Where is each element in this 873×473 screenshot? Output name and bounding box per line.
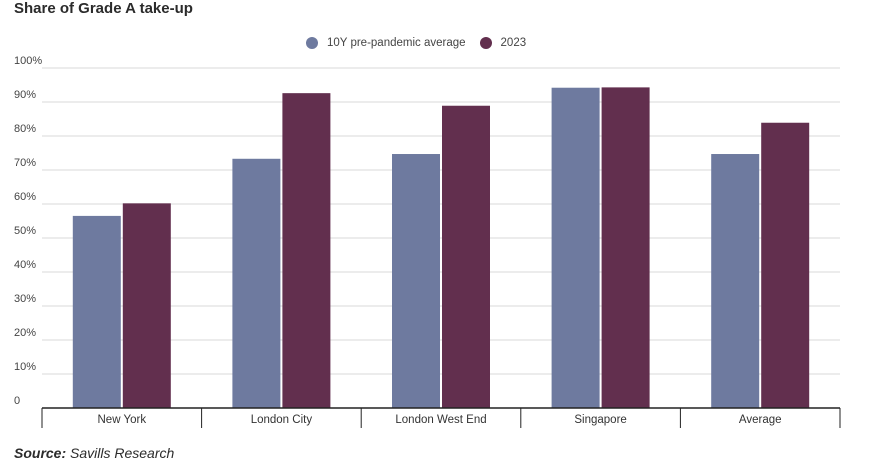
- y-tick-label-50: 50%: [14, 225, 36, 237]
- x-tick-label-singapore: Singapore: [574, 414, 626, 426]
- y-tick-label-100: 100%: [14, 55, 42, 67]
- source-label: Source:: [14, 445, 67, 461]
- bar-chart: 0 10% 20% 30% 40% 50% 60% 70% 80% 90% 100% New York…: [14, 55, 841, 428]
- y-tick-label-0: 0: [14, 395, 20, 407]
- bar-pre-pandemic-london-city: [232, 158, 281, 408]
- bar-2023-average: [761, 122, 810, 409]
- legend-swatch-2023: [479, 37, 492, 49]
- bar-2023-singapore: [601, 87, 650, 408]
- legend-label-2023: 2023: [500, 37, 527, 49]
- bar-2023-london-city: [282, 93, 331, 408]
- y-tick-label-20: 20%: [14, 327, 36, 339]
- legend: 10Y pre-pandemic average 2023: [306, 37, 540, 49]
- bar-pre-pandemic-average: [711, 154, 760, 408]
- x-tick-label-london-west-end: London West End: [395, 414, 486, 426]
- x-tick-label-london-city: London City: [251, 414, 313, 426]
- bar-2023-new-york: [122, 203, 171, 408]
- legend-item-pre-pandemic: 10Y pre-pandemic average: [306, 37, 466, 49]
- x-tick-label-new-york: New York: [98, 414, 147, 426]
- x-tick-label-average: Average: [739, 414, 782, 426]
- chart-title: Share of Grade A take-up: [14, 0, 193, 17]
- source-note: Source: Savills Research: [14, 445, 174, 461]
- y-tick-label-80: 80%: [14, 123, 36, 135]
- y-tick-label-90: 90%: [14, 89, 36, 101]
- legend-swatch-pre-pandemic: [306, 37, 318, 49]
- y-tick-label-30: 30%: [14, 293, 36, 305]
- legend-item-2023: 2023: [479, 37, 527, 49]
- bar-pre-pandemic-new-york: [72, 215, 121, 408]
- bar-pre-pandemic-london-west-end: [392, 154, 440, 408]
- y-tick-label-60: 60%: [14, 191, 36, 203]
- legend-label-pre-pandemic: 10Y pre-pandemic average: [327, 37, 466, 49]
- bar-2023-london-west-end: [442, 105, 490, 409]
- source-text: Savills Research: [70, 445, 175, 461]
- y-tick-label-40: 40%: [14, 259, 36, 271]
- y-tick-label-70: 70%: [14, 157, 36, 169]
- bar-pre-pandemic-singapore: [551, 87, 600, 408]
- y-tick-label-10: 10%: [14, 361, 36, 373]
